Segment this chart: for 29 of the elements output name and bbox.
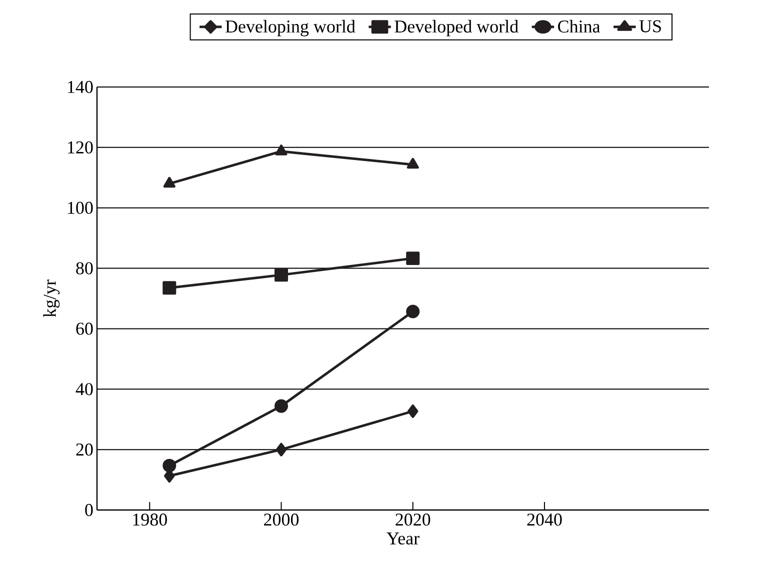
x-tick-label: 1980 [133, 514, 167, 526]
y-tick-label: 80 [76, 262, 93, 274]
point [162, 458, 176, 472]
y-axis-title: kg/yr [43, 280, 60, 318]
x-axis-title: Year [386, 532, 420, 545]
y-tick-label: 140 [68, 80, 93, 94]
y-tick-label: 120 [68, 141, 93, 154]
point [276, 442, 287, 456]
point [162, 281, 176, 295]
point [274, 268, 288, 282]
point [406, 158, 419, 169]
point [275, 144, 288, 156]
point [407, 404, 418, 418]
legend-label: China [558, 20, 600, 33]
y-tick-label: 100 [68, 202, 93, 214]
x-tick-label: 2020 [396, 514, 430, 526]
x-tick-label: 2040 [527, 514, 562, 526]
y-tick-label: 60 [76, 322, 93, 335]
legend-label: Developed world [394, 20, 518, 36]
y-tick-label: 40 [76, 383, 93, 396]
legend-label: Developing world [226, 20, 356, 36]
point [163, 176, 176, 188]
point [406, 252, 420, 266]
y-tick-label: 0 [85, 504, 93, 516]
point [274, 399, 288, 413]
point [406, 304, 420, 318]
x-tick-label: 2000 [264, 514, 299, 526]
y-tick-label: 20 [76, 444, 93, 456]
legend-label: US [639, 20, 661, 32]
